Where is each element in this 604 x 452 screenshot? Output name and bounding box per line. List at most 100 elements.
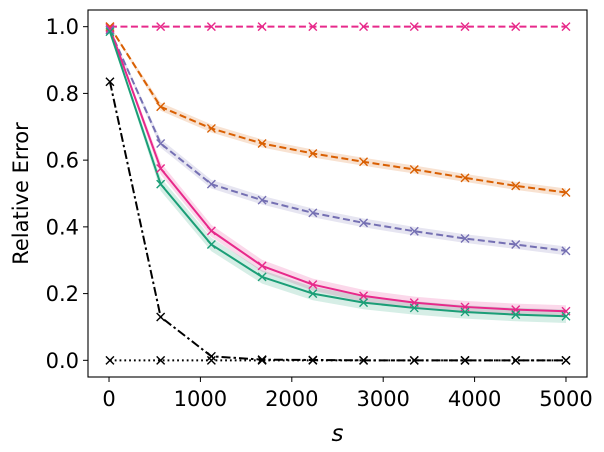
green-solid-point [257, 272, 267, 282]
x-axis-ticks: 0 1000 2000 3000 4000 5000 [102, 377, 593, 411]
x-marker-stroke [156, 102, 166, 112]
x-marker-stroke [511, 22, 521, 32]
green-solid-point [308, 289, 318, 299]
x-marker-stroke [105, 23, 115, 33]
black-dotted-point [511, 355, 521, 365]
x-marker-stroke [460, 173, 470, 183]
black-dashdot-point [206, 351, 216, 361]
pink-solid-point [156, 163, 166, 173]
magenta-dashed-point [511, 22, 521, 32]
purple-dashed-point [409, 226, 419, 236]
pink-solid-point [257, 261, 267, 271]
purple-dashed-line [109, 29, 567, 252]
x-marker-stroke [105, 27, 115, 37]
magenta-dashed-point [257, 22, 267, 32]
x-marker-stroke [206, 240, 216, 250]
magenta-dashed-point [561, 22, 571, 32]
orange-dashed-point [308, 148, 318, 158]
purple-dashed-point [359, 218, 369, 228]
x-marker-stroke [409, 22, 419, 32]
x-marker-stroke [257, 22, 267, 32]
purple-dashed-point [308, 208, 318, 218]
orange-dashed-point [561, 188, 571, 197]
black-dotted-point [460, 355, 470, 365]
x-marker-stroke [257, 355, 267, 365]
pink-solid-point [206, 226, 216, 236]
magenta-dashed-point [460, 22, 470, 32]
x-marker-stroke [460, 307, 470, 317]
x-marker-stroke [409, 355, 419, 365]
series-markers [105, 22, 571, 365]
magenta-dashed-point [156, 22, 166, 32]
purple-dashed-point [257, 195, 267, 205]
black-dotted-point [257, 355, 267, 365]
magenta-dashed-point [409, 22, 419, 32]
black-dotted-point [409, 355, 419, 365]
y-tick-label: 0.2 [46, 282, 79, 306]
x-marker-stroke [460, 234, 470, 244]
x-marker-stroke [156, 22, 166, 32]
x-marker-stroke [460, 22, 470, 32]
x-marker-stroke [308, 148, 318, 158]
x-tick-label: 5000 [539, 387, 592, 411]
x-marker-stroke [511, 310, 521, 320]
x-marker-stroke [409, 164, 419, 174]
green-solid-point [409, 303, 419, 313]
pink-solid-point [359, 291, 369, 301]
orange-dashed-point [409, 164, 419, 174]
x-marker-stroke [561, 188, 571, 197]
purple-dashed-point [511, 240, 521, 250]
y-tick-label: 0.0 [46, 349, 79, 373]
orange-dashed-line [109, 26, 567, 194]
x-tick-label: 3000 [356, 387, 409, 411]
x-marker-stroke [359, 298, 369, 308]
x-marker-stroke [156, 179, 166, 189]
orange-dashed-point [206, 123, 216, 133]
x-marker-stroke [257, 261, 267, 271]
x-marker-stroke [156, 138, 166, 148]
green-solid-point [156, 179, 166, 189]
x-axis-label: s [332, 421, 344, 447]
black-dotted-point [308, 355, 318, 365]
y-axis-ticks: 0.0 0.2 0.4 0.6 0.8 1.0 [46, 15, 88, 373]
x-marker-stroke [206, 351, 216, 361]
plot-frame [87, 9, 588, 378]
x-marker-stroke [460, 355, 470, 365]
black-dotted-point [359, 355, 369, 365]
x-tick-label: 1000 [174, 387, 227, 411]
x-tick-label: 0 [102, 387, 115, 411]
x-marker-stroke [206, 123, 216, 133]
x-marker-stroke [511, 355, 521, 365]
orange-dashed-point [359, 157, 369, 167]
x-marker-stroke [359, 22, 369, 32]
confidence-bands [109, 25, 566, 323]
black-dotted-point [561, 355, 571, 365]
x-marker-stroke [156, 312, 166, 322]
black-dotted-point [206, 355, 216, 365]
green-solid-band [109, 30, 566, 323]
x-marker-stroke [511, 240, 521, 250]
orange-dashed-point [257, 138, 267, 148]
series-lines [108, 25, 567, 362]
x-marker-stroke [156, 163, 166, 173]
orange-dashed-point [511, 181, 521, 191]
x-marker-stroke [308, 289, 318, 299]
x-marker-stroke [561, 311, 571, 321]
black-dashdot-point [156, 312, 166, 322]
green-solid-point [206, 240, 216, 250]
green-solid-point [460, 307, 470, 317]
x-tick-label: 4000 [448, 387, 501, 411]
green-solid-point [511, 310, 521, 320]
x-marker-stroke [308, 355, 318, 365]
x-marker-stroke [561, 355, 571, 365]
pink-solid-point [105, 23, 115, 33]
x-marker-stroke [511, 181, 521, 191]
y-tick-label: 0.8 [46, 82, 79, 106]
green-solid-line [108, 31, 567, 318]
y-tick-label: 0.6 [46, 149, 79, 173]
purple-dashed-point [460, 234, 470, 244]
x-marker-stroke [257, 272, 267, 282]
magenta-dashed-point [359, 22, 369, 32]
x-marker-stroke [308, 280, 318, 290]
